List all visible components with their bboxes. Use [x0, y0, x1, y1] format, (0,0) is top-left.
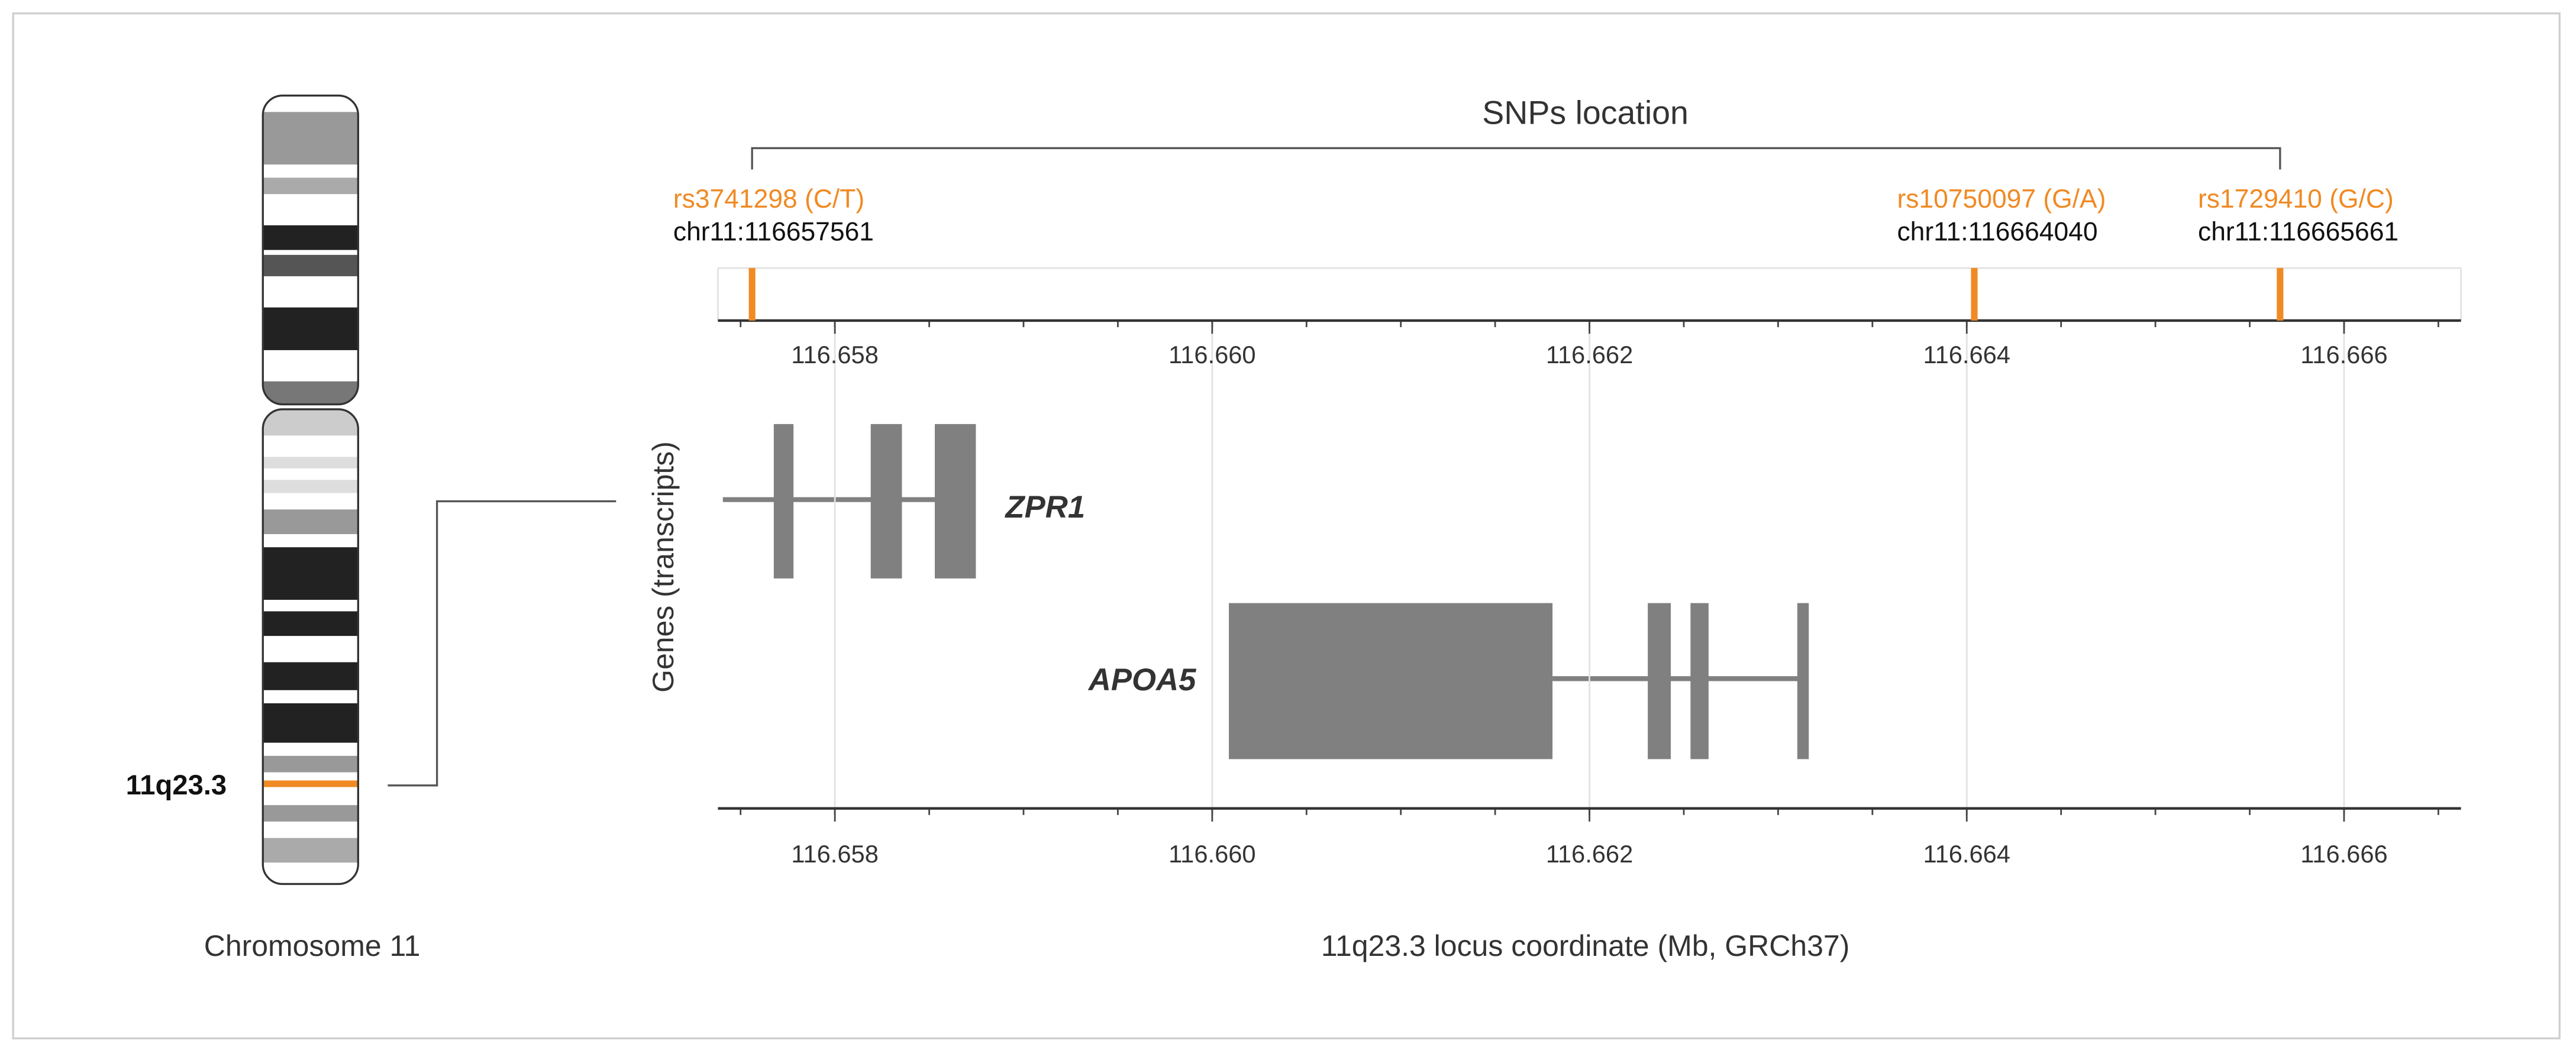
- x-tick-label: 116.658: [791, 840, 878, 868]
- snp-location: chr11:116664040: [1897, 218, 2097, 247]
- exon: [1648, 603, 1671, 760]
- snp-name: rs10750097 (G/A): [1897, 185, 2106, 214]
- genes: [722, 424, 1809, 760]
- title: SNPs location: [1482, 95, 1689, 131]
- gene-label: APOA5: [1087, 662, 1196, 697]
- x-tick-label: 116.664: [1923, 840, 2010, 868]
- x-tick-label: 116.658: [791, 341, 878, 369]
- x-tick-label: 116.660: [1168, 341, 1255, 369]
- x-tick-label: 116.666: [2300, 341, 2387, 369]
- connector: [388, 500, 616, 787]
- snp-mark: [2277, 268, 2284, 321]
- exon: [1797, 603, 1809, 760]
- chromosome-label: Chromosome 11: [204, 929, 421, 962]
- exon: [1229, 603, 1553, 760]
- x-tick-label: 116.662: [1546, 341, 1633, 369]
- snp-mark: [1971, 268, 1978, 321]
- band-label: 11q23.3: [126, 770, 227, 801]
- x-tick-label: 116.664: [1923, 341, 2010, 369]
- snp-location: chr11:116665661: [2198, 218, 2399, 247]
- chromosome-ideogram: [262, 94, 360, 886]
- gene-label: ZPR1: [1004, 490, 1085, 525]
- y-axis-label: Genes (transcripts): [647, 441, 680, 693]
- snp-mark: [748, 268, 756, 321]
- exon: [1690, 603, 1709, 760]
- x-axis-label: 11q23.3 locus coordinate (Mb, GRCh37): [1321, 929, 1849, 962]
- exon: [870, 424, 902, 579]
- snp-location: chr11:116657561: [673, 218, 874, 247]
- frame: [12, 12, 2561, 1040]
- x-tick-label: 116.660: [1168, 840, 1255, 868]
- x-tick-label: 116.662: [1546, 840, 1633, 868]
- snp-name: rs3741298 (C/T): [673, 185, 864, 214]
- bracket: [751, 147, 2281, 170]
- snp-name: rs1729410 (G/C): [2198, 185, 2394, 214]
- exon: [773, 424, 794, 579]
- x-tick-label: 116.666: [2300, 840, 2387, 868]
- exon: [934, 424, 976, 579]
